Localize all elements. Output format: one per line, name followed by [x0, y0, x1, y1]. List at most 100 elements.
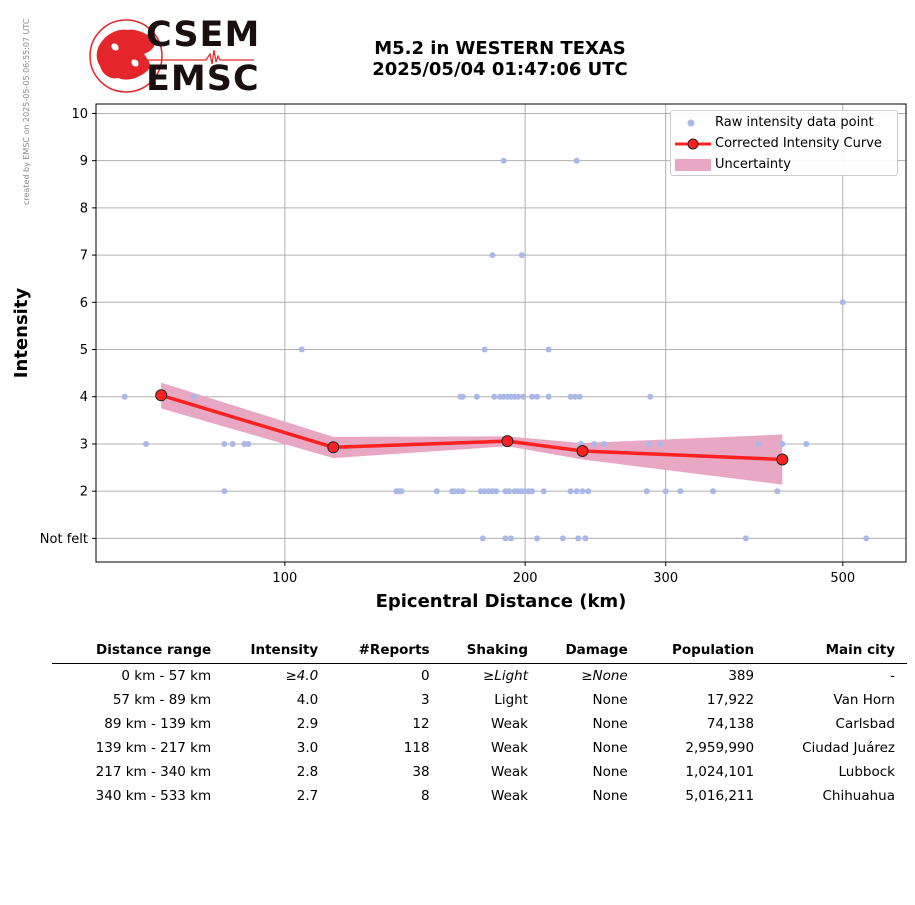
table-cell: Carlsbad: [835, 716, 895, 732]
table-cell: Weak: [491, 740, 528, 756]
raw-data-point: [534, 535, 541, 542]
axes: Not felt 2 3 4 5 6 7 8 9 10 100 200 300 500: [40, 107, 855, 586]
uncertainty-band: [161, 382, 783, 485]
table-cell: 89 km - 139 km: [104, 716, 212, 732]
x-tick-label: 500: [830, 571, 855, 586]
raw-data-point: [803, 441, 810, 447]
table-row: 340 km - 533 km 2.7 8 Weak None 5,016,211 Chih…: [52, 784, 907, 808]
table-cell: 74,138: [706, 716, 755, 732]
table-cell: 139 km - 217 km: [95, 740, 212, 756]
x-tick-label: 100: [272, 571, 297, 586]
intensity-table: Distance range Intensity #Reports Shaking Da…: [52, 640, 907, 808]
raw-data-point: [529, 393, 535, 400]
table-cell: 4.0: [296, 692, 319, 708]
uncertainty-area: [161, 382, 783, 485]
raw-data-point: [656, 441, 663, 447]
table-cell: 5,016,211: [685, 788, 755, 804]
x-tick-label: 200: [513, 571, 538, 586]
table-cell: ≥Light: [482, 668, 528, 684]
legend-line-icon: [675, 138, 711, 150]
raw-data-point: [647, 393, 654, 400]
raw-data-point: [529, 488, 535, 495]
raw-data-point: [459, 488, 466, 495]
table-cell: 118: [403, 740, 430, 756]
raw-data-point: [479, 535, 486, 542]
raw-data-point: [582, 535, 589, 542]
raw-data-point: [451, 488, 458, 495]
raw-data-point: [489, 252, 496, 259]
raw-data-point: [643, 488, 650, 495]
table-header-cell: Distance range: [96, 642, 212, 658]
table-row: 89 km - 139 km 2.9 12 Weak None 74,138 Carlsba…: [52, 712, 907, 736]
raw-data-point: [398, 488, 405, 495]
table-cell: 17,922: [706, 692, 755, 708]
raw-data-point: [433, 488, 440, 495]
table-row: 0 km - 57 km ≥4.0 0 ≥Light ≥None 389 -: [52, 664, 907, 689]
raw-data-point: [540, 488, 547, 495]
table-body: 0 km - 57 km ≥4.0 0 ≥Light ≥None 389 - 57 km - …: [52, 664, 907, 809]
table-cell: Weak: [491, 788, 528, 804]
table-cell: 0: [420, 668, 430, 684]
raw-data-point: [575, 535, 582, 542]
raw-data-point: [143, 441, 149, 447]
table-cell: 2,959,990: [685, 740, 755, 756]
table-cell: 2.7: [296, 788, 319, 804]
table-cell: None: [592, 692, 628, 708]
table-cell: 340 km - 533 km: [95, 788, 212, 804]
raw-data-point: [559, 535, 566, 542]
legend-item-uncertainty: Uncertainty: [671, 155, 897, 175]
raw-data-point: [221, 441, 228, 447]
y-axis-label: Intensity: [11, 288, 32, 379]
legend: Raw intensity data point Corrected Inten…: [670, 110, 898, 176]
table-cell: -: [890, 668, 895, 684]
x-tick-label: 300: [653, 571, 678, 586]
table-cell: 3.0: [296, 740, 319, 756]
raw-data-point: [573, 488, 580, 495]
table-cell: ≥None: [581, 668, 628, 684]
table-cell: ≥4.0: [285, 668, 319, 684]
table-cell: Van Horn: [833, 692, 895, 708]
legend-dot-icon: [687, 119, 695, 127]
table-cell: 57 km - 89 km: [112, 692, 212, 708]
raw-data-point: [121, 393, 128, 400]
raw-data-point: [742, 535, 749, 542]
table-cell: 0 km - 57 km: [121, 668, 212, 684]
raw-data-point: [677, 488, 684, 495]
raw-data-point: [493, 488, 500, 495]
table-cell: 38: [412, 764, 430, 780]
y-tick-label: 6: [80, 296, 88, 311]
raw-data-point: [191, 393, 198, 400]
intensity-curve: [155, 389, 789, 466]
table-header-cell: Shaking: [466, 642, 528, 658]
legend-item-curve: Corrected Intensity Curve: [671, 134, 897, 154]
table-cell: 8: [420, 788, 430, 804]
raw-data-point: [520, 393, 527, 400]
table-header-cell: Intensity: [250, 642, 319, 658]
logo-emsc-text: EMSC: [146, 59, 260, 99]
raw-data-point: [518, 252, 525, 259]
table-cell: 2.9: [296, 716, 319, 732]
table-cell: Weak: [491, 716, 528, 732]
plot-frame: [95, 103, 907, 563]
table-cell: Light: [494, 692, 528, 708]
raw-data-point: [863, 535, 870, 542]
raw-data-point: [710, 488, 717, 495]
table-cell: Weak: [491, 764, 528, 780]
raw-data-point: [779, 441, 786, 447]
table-cell: None: [592, 788, 628, 804]
y-tick-label: 4: [80, 390, 88, 405]
raw-data-point: [502, 535, 509, 542]
curve-marker: [776, 453, 789, 466]
y-tick-label: 3: [80, 437, 88, 452]
raw-data-point: [839, 299, 846, 306]
raw-data-point: [508, 535, 514, 542]
table-row: 139 km - 217 km 3.0 118 Weak None 2,959,990 Ci…: [52, 736, 907, 760]
curve-marker: [576, 445, 589, 457]
chart-title: M5.2 in WESTERN TEXAS 2025/05/04 01:47:0…: [300, 38, 700, 80]
raw-data-point: [646, 441, 653, 447]
table-cell: 3: [420, 692, 430, 708]
curve-marker: [327, 441, 340, 454]
raw-data-point: [515, 393, 522, 400]
raw-data-point: [221, 488, 228, 495]
y-tick-label: 10: [71, 107, 88, 122]
